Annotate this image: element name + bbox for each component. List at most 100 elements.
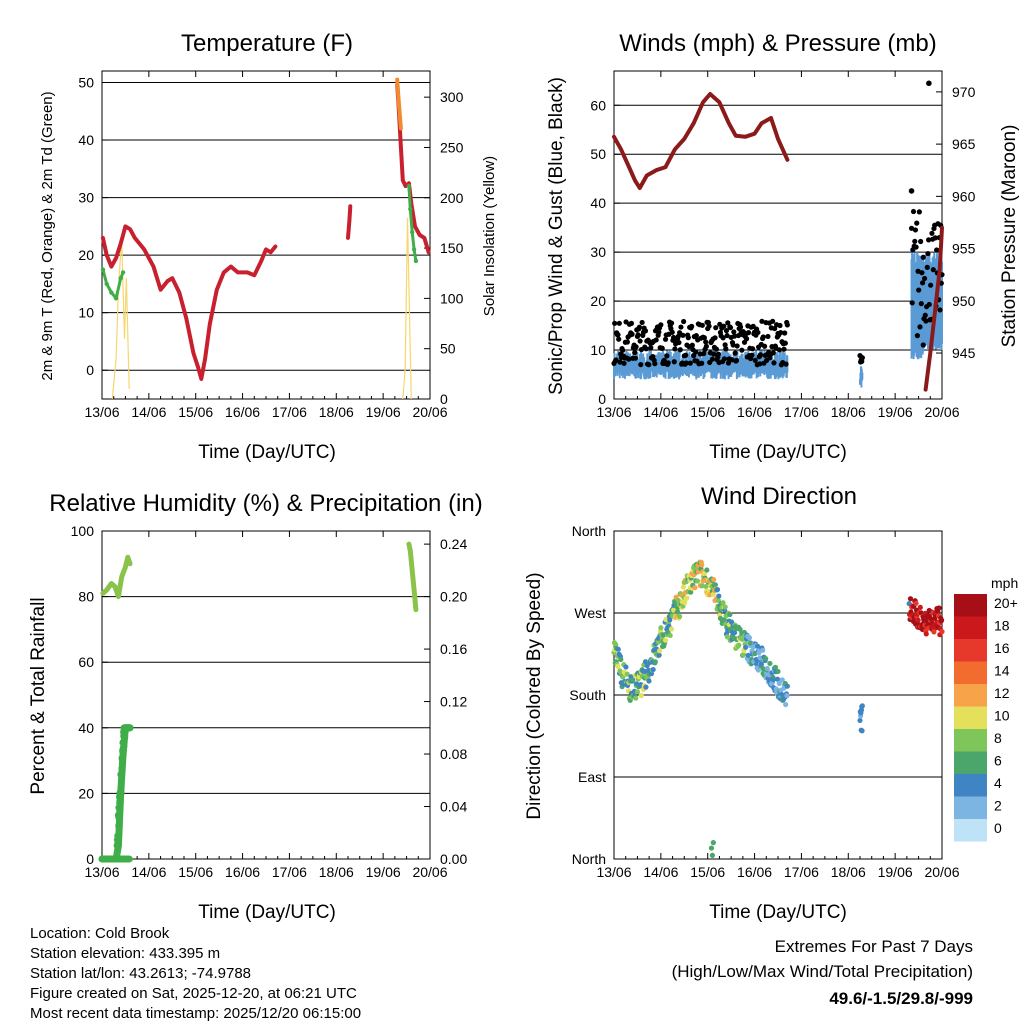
wind-gust-point (683, 352, 689, 358)
direction-point (633, 695, 639, 701)
temp-ytick-right-label: 0 (440, 391, 448, 407)
wind-gust-point (731, 329, 737, 335)
temp-xtick-label: 18/06 (319, 404, 354, 420)
temperature-panel: Temperature (F) 13/06 14/06 15/06 16/06 17/0… (39, 30, 498, 463)
direction-point (859, 728, 865, 734)
wind-gust-point (721, 323, 727, 329)
hum-ytick-label: 20 (78, 785, 94, 801)
direction-point (784, 693, 790, 699)
temperature-x-ticks: 13/06 14/06 15/06 16/06 17/06 18/06 19/06 20/06 (84, 71, 448, 420)
direction-point (857, 717, 863, 724)
wind-gust-point (784, 322, 790, 328)
direction-point (634, 689, 641, 695)
temp-ytick-right-label: 150 (440, 240, 464, 256)
wind-xtick-label: 13/06 (596, 404, 631, 420)
wind-gust-point (701, 335, 707, 341)
rh-line (100, 554, 133, 600)
humidity-title: Relative Humidity (%) & Precipitation (i… (49, 490, 482, 517)
direction-point (643, 684, 649, 690)
wind-gust-point (616, 320, 622, 326)
wind-xtick-label: 15/06 (690, 404, 725, 420)
direction-point (694, 578, 701, 584)
dewpoint-point (109, 290, 114, 295)
wind-gust-point (624, 339, 630, 345)
direction-point (711, 576, 717, 583)
direction-point (699, 562, 705, 568)
temp-ytick-right-label: 250 (440, 139, 464, 155)
wind-gust-point (617, 359, 623, 365)
wind-gust-point (659, 345, 665, 351)
direction-point (936, 605, 942, 611)
hum-ytick-right-label: 0.16 (440, 641, 467, 657)
wind-gust-point (771, 360, 777, 366)
wind-gust-point (629, 331, 635, 337)
direction-point (722, 604, 728, 610)
wind-ytick-label: 20 (590, 293, 606, 309)
direction-y-ticks: North East South West North (569, 523, 620, 867)
wind-gust-point (729, 357, 735, 363)
wind-gust-point (725, 320, 731, 326)
temp-xtick-label: 14/06 (131, 404, 166, 420)
wind-gust-point (637, 338, 643, 344)
wind-ytick-right-label: 965 (952, 136, 976, 152)
direction-point (938, 617, 945, 623)
hum-xtick-label: 15/06 (178, 864, 213, 880)
direction-point (776, 680, 782, 687)
wind-gust-point (914, 333, 921, 339)
wind-gust-point (701, 350, 707, 357)
wind-gust-point (664, 353, 670, 359)
wind-gust-point (687, 360, 693, 366)
wind-gust-point (915, 268, 921, 274)
direction-point (615, 663, 621, 669)
temperature-frame (101, 70, 431, 400)
wind-gust-point (723, 346, 729, 352)
pressure-line (612, 92, 790, 190)
wind-xtick-label: 19/06 (878, 404, 913, 420)
wind-gust-point (913, 244, 919, 250)
hum-xtick-label: 18/06 (319, 864, 354, 880)
direction-point (716, 593, 722, 599)
precipitation-point (119, 749, 127, 757)
humidity-y-label: Percent & Total Rainfall (28, 597, 49, 794)
temp-ytick-label: 40 (78, 132, 94, 148)
humidity-y-ticks: 0 20 40 60 80 100 (71, 523, 108, 867)
direction-point (743, 644, 749, 650)
wind-gust-point (693, 332, 699, 339)
direction-point (615, 646, 621, 652)
hum-ytick-right-label: 0.20 (440, 589, 467, 605)
legend-label: 10 (994, 708, 1010, 724)
direction-point (684, 595, 690, 601)
direction-point (667, 632, 673, 639)
precipitation-point (113, 842, 121, 850)
wind-gust-outlier (908, 188, 915, 194)
wind-gust-point (920, 280, 926, 286)
insolation-line (406, 217, 410, 309)
temp-xtick-label: 13/06 (84, 404, 119, 420)
info-created: Figure created on Sat, 2025-12-20, at 06… (30, 985, 357, 1002)
wind-gust-point (620, 347, 626, 353)
direction-point (656, 652, 662, 658)
wind-gust-point (658, 322, 664, 328)
wind-ytick-label: 0 (598, 391, 606, 407)
wind-gust-point (926, 237, 932, 243)
wind-gust-point (676, 339, 682, 346)
temp-series-line (100, 224, 278, 381)
wind-gust-point (739, 347, 745, 353)
wind-gust-point (937, 307, 943, 313)
wind-xtick-label: 14/06 (643, 404, 678, 420)
direction-point (680, 584, 687, 590)
precipitation-point (117, 771, 125, 778)
wind-gust-point (642, 328, 649, 334)
direction-point (650, 666, 656, 673)
direction-point (770, 677, 776, 683)
wind-gust-point (909, 300, 915, 306)
dir-xtick-label: 13/06 (596, 864, 631, 880)
direction-point (928, 616, 934, 622)
wind-gust-point (912, 238, 918, 244)
wind-gust-point (752, 357, 758, 363)
temp-xtick-label: 15/06 (178, 404, 213, 420)
direction-point (662, 637, 669, 643)
direction-point (740, 652, 747, 658)
info-recent: Most recent data timestamp: 2025/12/20 0… (30, 1005, 361, 1022)
